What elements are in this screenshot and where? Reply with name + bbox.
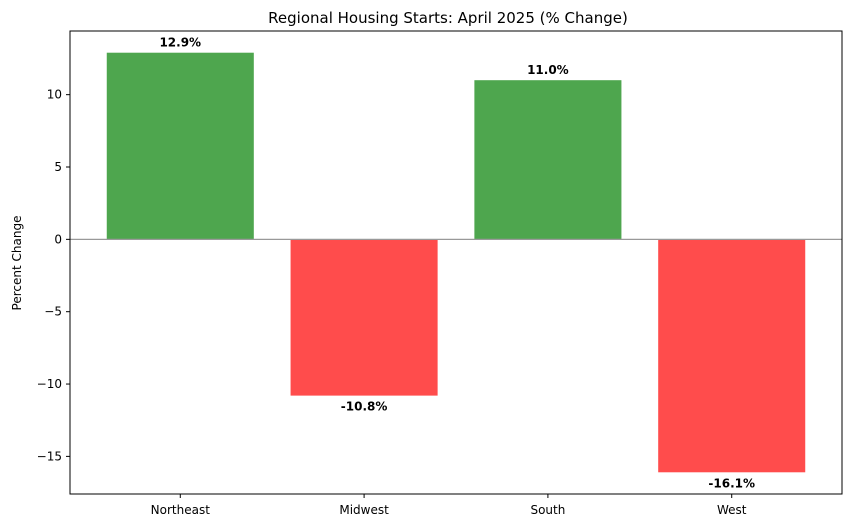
bar-west [658, 239, 806, 473]
y-axis-label: Percent Change [10, 216, 24, 311]
y-tick-label: −10 [37, 377, 62, 391]
y-tick-label: −5 [44, 305, 62, 319]
chart-title: Regional Housing Starts: April 2025 (% C… [268, 9, 628, 27]
y-tick-label: 10 [47, 88, 62, 102]
x-tick-label-west: West [717, 503, 747, 517]
y-tick-label: 0 [54, 232, 62, 246]
bar-south [474, 80, 622, 240]
axes-frame [69, 30, 843, 495]
bar-northeast [106, 52, 254, 240]
x-tick-label-midwest: Midwest [339, 503, 389, 517]
y-tick-label: −15 [37, 449, 62, 463]
data-label-midwest: -10.8% [341, 400, 388, 414]
data-label-west: -16.1% [708, 476, 755, 490]
y-tick-label: 5 [54, 160, 62, 174]
data-label-south: 11.0% [527, 63, 569, 77]
bar-midwest [290, 239, 438, 396]
plot-area: 12.9% -10.8% 11.0% -16.1% −15 −10 −5 0 5 10 Northe… [37, 30, 843, 517]
x-tick-label-south: South [530, 503, 565, 517]
x-tick-label-northeast: Northeast [151, 503, 211, 517]
data-label-northeast: 12.9% [159, 36, 201, 50]
